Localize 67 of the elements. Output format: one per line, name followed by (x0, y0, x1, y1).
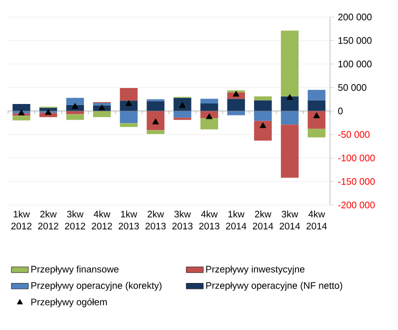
legend-label: Przepływy operacyjne (NF netto) (206, 282, 342, 291)
bar (120, 111, 138, 124)
y-tick-label: -100 000 (338, 154, 375, 162)
bar (200, 118, 218, 130)
x-tick-label: 1kw 2013 (118, 210, 139, 230)
x-tick-label: 4kw 2013 (199, 210, 220, 230)
y-tick-label: -200 000 (338, 202, 375, 208)
bar (174, 111, 192, 118)
bar (12, 116, 30, 120)
bar (308, 100, 326, 111)
point (72, 102, 78, 109)
x-tick-label: 2kw 2013 (146, 210, 166, 230)
legend-label: Przepływy finansowe (31, 266, 119, 274)
point (313, 112, 320, 118)
bar (174, 98, 192, 111)
point (286, 94, 294, 100)
point (152, 118, 159, 124)
bar (308, 128, 326, 138)
bar (93, 111, 111, 118)
point (206, 113, 213, 120)
y-tick-label: 50 000 (338, 84, 366, 91)
bar (308, 111, 326, 129)
bar (200, 103, 218, 111)
bar (254, 100, 272, 111)
y-tick-label: 150 000 (338, 37, 372, 44)
x-tick-label: 1kw 2014 (226, 210, 246, 230)
x-tick-label: 2kw 2012 (38, 210, 58, 230)
x-tick-label: 3kw 2013 (172, 210, 193, 230)
bar (146, 101, 164, 111)
legend-label: Przepływy operacyjne (korekty) (31, 282, 162, 291)
y-tick-label: -150 000 (338, 178, 375, 185)
bar (146, 130, 164, 134)
point (260, 122, 266, 128)
bar (254, 120, 272, 141)
y-tick-label: 100 000 (338, 60, 372, 68)
bar (12, 104, 30, 111)
bar (66, 111, 84, 114)
x-tick-label: 3kw 2014 (280, 210, 300, 230)
bar (280, 30, 299, 96)
bar (280, 111, 299, 125)
y-tick-label: 0 (338, 108, 343, 114)
bar (146, 111, 164, 130)
bar (66, 114, 84, 120)
point (98, 104, 106, 110)
bar (120, 88, 138, 101)
x-tick-label: 2kw 2014 (252, 210, 274, 230)
bar (120, 123, 138, 127)
x-tick-label: 3kw 2012 (65, 210, 86, 230)
bar (254, 111, 272, 121)
x-tick-label: 1kw 2012 (11, 210, 32, 230)
point (179, 102, 186, 108)
x-tick-label: 4kw 2014 (306, 210, 327, 230)
bar (308, 90, 326, 100)
y-tick-label: 200 000 (338, 14, 372, 20)
bar (254, 96, 272, 100)
bar (227, 98, 245, 111)
legend-label: Przepływy ogółem (31, 298, 107, 308)
point (125, 100, 132, 106)
bar (280, 124, 299, 178)
x-tick-label: 4kw 2012 (92, 210, 112, 230)
legend-label: Przepływy inwestycyjne (206, 266, 304, 274)
bar (66, 98, 84, 105)
y-tick-label: -50 000 (338, 131, 370, 138)
point (44, 109, 52, 115)
point (18, 110, 25, 116)
bar (200, 98, 218, 104)
point (232, 90, 240, 97)
